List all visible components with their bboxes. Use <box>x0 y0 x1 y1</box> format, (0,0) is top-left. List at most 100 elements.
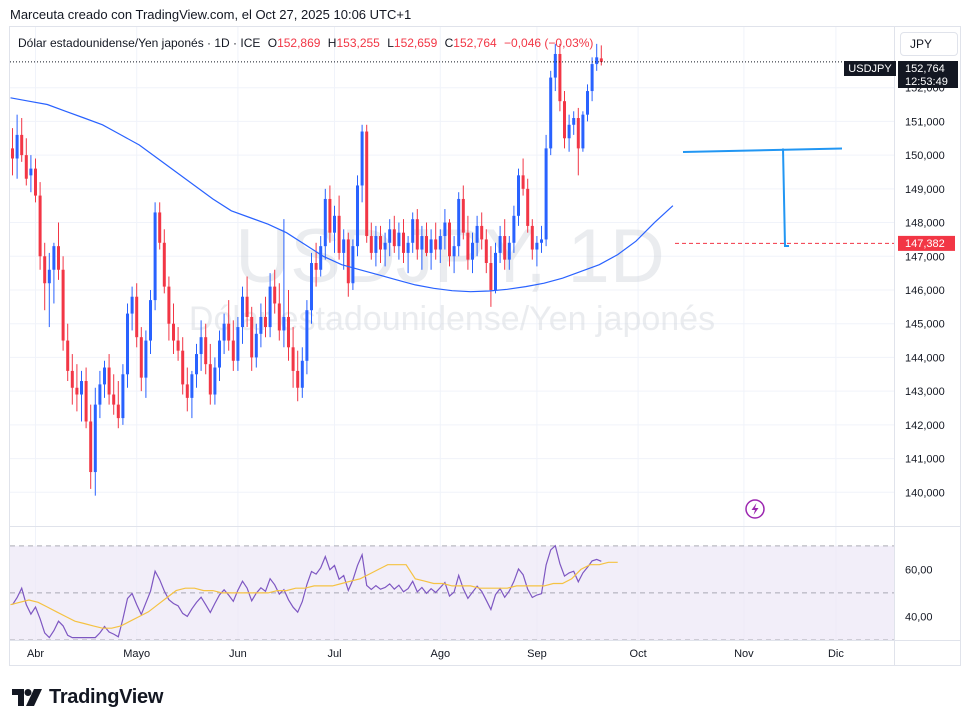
candle-body <box>397 232 401 247</box>
open-value: 152,869 <box>277 36 321 50</box>
candle-body <box>43 256 47 284</box>
symbol-tag <box>844 61 896 76</box>
candle <box>158 202 162 250</box>
candle-body <box>199 337 203 355</box>
grid-lines <box>10 27 894 640</box>
candle-body <box>268 286 272 328</box>
candle <box>333 205 336 253</box>
candle-body <box>287 316 290 348</box>
candle <box>250 306 254 371</box>
close-value: 152,764 <box>453 36 497 50</box>
candle <box>590 57 594 102</box>
candle-body <box>66 340 70 371</box>
candle <box>130 286 134 331</box>
close-label: C <box>444 36 454 50</box>
candle <box>282 219 286 348</box>
candle <box>218 330 221 382</box>
candlestick-series <box>11 43 603 496</box>
candle-body <box>61 269 65 341</box>
candle-body <box>576 118 580 149</box>
candle <box>411 212 415 253</box>
candle <box>135 283 139 348</box>
candle-body <box>34 168 37 196</box>
candle-body <box>144 340 148 378</box>
candle-body <box>282 316 286 331</box>
candle-body <box>392 229 396 247</box>
candle <box>231 320 235 371</box>
candle-body <box>563 101 566 139</box>
candle-body <box>567 124 571 139</box>
price-axis[interactable]: 152,000151,000150,000149,000148,000147,0… <box>905 83 945 500</box>
moving-average-series <box>10 97 674 293</box>
candle <box>365 124 369 243</box>
change-value: −0,046 (−0,03%) <box>504 36 594 50</box>
support-line-drawing[interactable] <box>682 147 843 153</box>
rsi-tick-label: 60,00 <box>905 564 933 576</box>
candle-body <box>162 242 166 287</box>
candle-body <box>195 354 198 375</box>
chart-frame <box>9 26 961 666</box>
candle <box>98 370 102 419</box>
candle <box>259 303 263 348</box>
ohlc-legend: Dólar estadounidense/Yen japonés · 1D · … <box>18 36 593 50</box>
candle <box>323 188 327 260</box>
candle-body <box>379 236 382 250</box>
candle <box>268 273 272 338</box>
candle-body <box>57 246 60 270</box>
price-tick-label: 149,000 <box>905 184 945 196</box>
time-tick-label: Mayo <box>123 648 150 660</box>
candle <box>204 323 208 375</box>
candle-body <box>553 53 557 78</box>
countdown-value: 12:53:49 <box>905 76 948 88</box>
candle <box>116 381 120 429</box>
candle <box>425 222 428 257</box>
candle <box>93 387 97 496</box>
candle-body <box>374 236 378 253</box>
candle <box>291 327 295 388</box>
candle-body <box>323 198 327 247</box>
candle <box>70 354 74 405</box>
candle-body <box>429 239 433 253</box>
candle <box>38 182 42 270</box>
candle <box>484 229 488 274</box>
candle <box>406 236 410 274</box>
candle <box>563 91 566 149</box>
candle <box>61 256 65 351</box>
candle <box>57 222 60 280</box>
candle <box>544 134 548 247</box>
price-tick-label: 148,000 <box>905 218 945 230</box>
candle <box>420 225 424 270</box>
projection-path-drawing[interactable] <box>782 148 789 247</box>
candle-body <box>264 316 267 328</box>
candle <box>461 185 465 240</box>
candle-body <box>11 148 14 159</box>
candle <box>379 225 382 264</box>
candle-body <box>452 246 456 257</box>
candle <box>540 225 543 253</box>
candle <box>328 185 332 243</box>
candle-body <box>489 263 493 290</box>
lightning-icon[interactable] <box>745 499 765 519</box>
candle-body <box>310 263 313 311</box>
candle-body <box>351 246 355 284</box>
candle-body <box>218 340 221 368</box>
candle <box>383 232 387 267</box>
candle <box>241 286 244 344</box>
candle-body <box>190 374 194 398</box>
watermark-description: Dólar estadounidense/Yen japonés <box>189 300 715 338</box>
time-axis[interactable]: Abr Mayo Jun Jul Ago Sep Oct Nov Dic <box>27 648 844 660</box>
candle-body <box>296 370 300 388</box>
candle-body <box>93 404 97 473</box>
candle-body <box>535 242 539 250</box>
candle <box>144 330 148 398</box>
trend-drawings[interactable] <box>682 147 843 247</box>
candle-body <box>204 337 208 365</box>
candle <box>199 320 203 371</box>
candle <box>475 215 479 257</box>
currency-button[interactable]: JPY <box>900 32 958 56</box>
candle <box>457 192 461 257</box>
candle-body <box>471 242 474 260</box>
candle <box>245 276 249 328</box>
candle-body <box>250 316 254 358</box>
